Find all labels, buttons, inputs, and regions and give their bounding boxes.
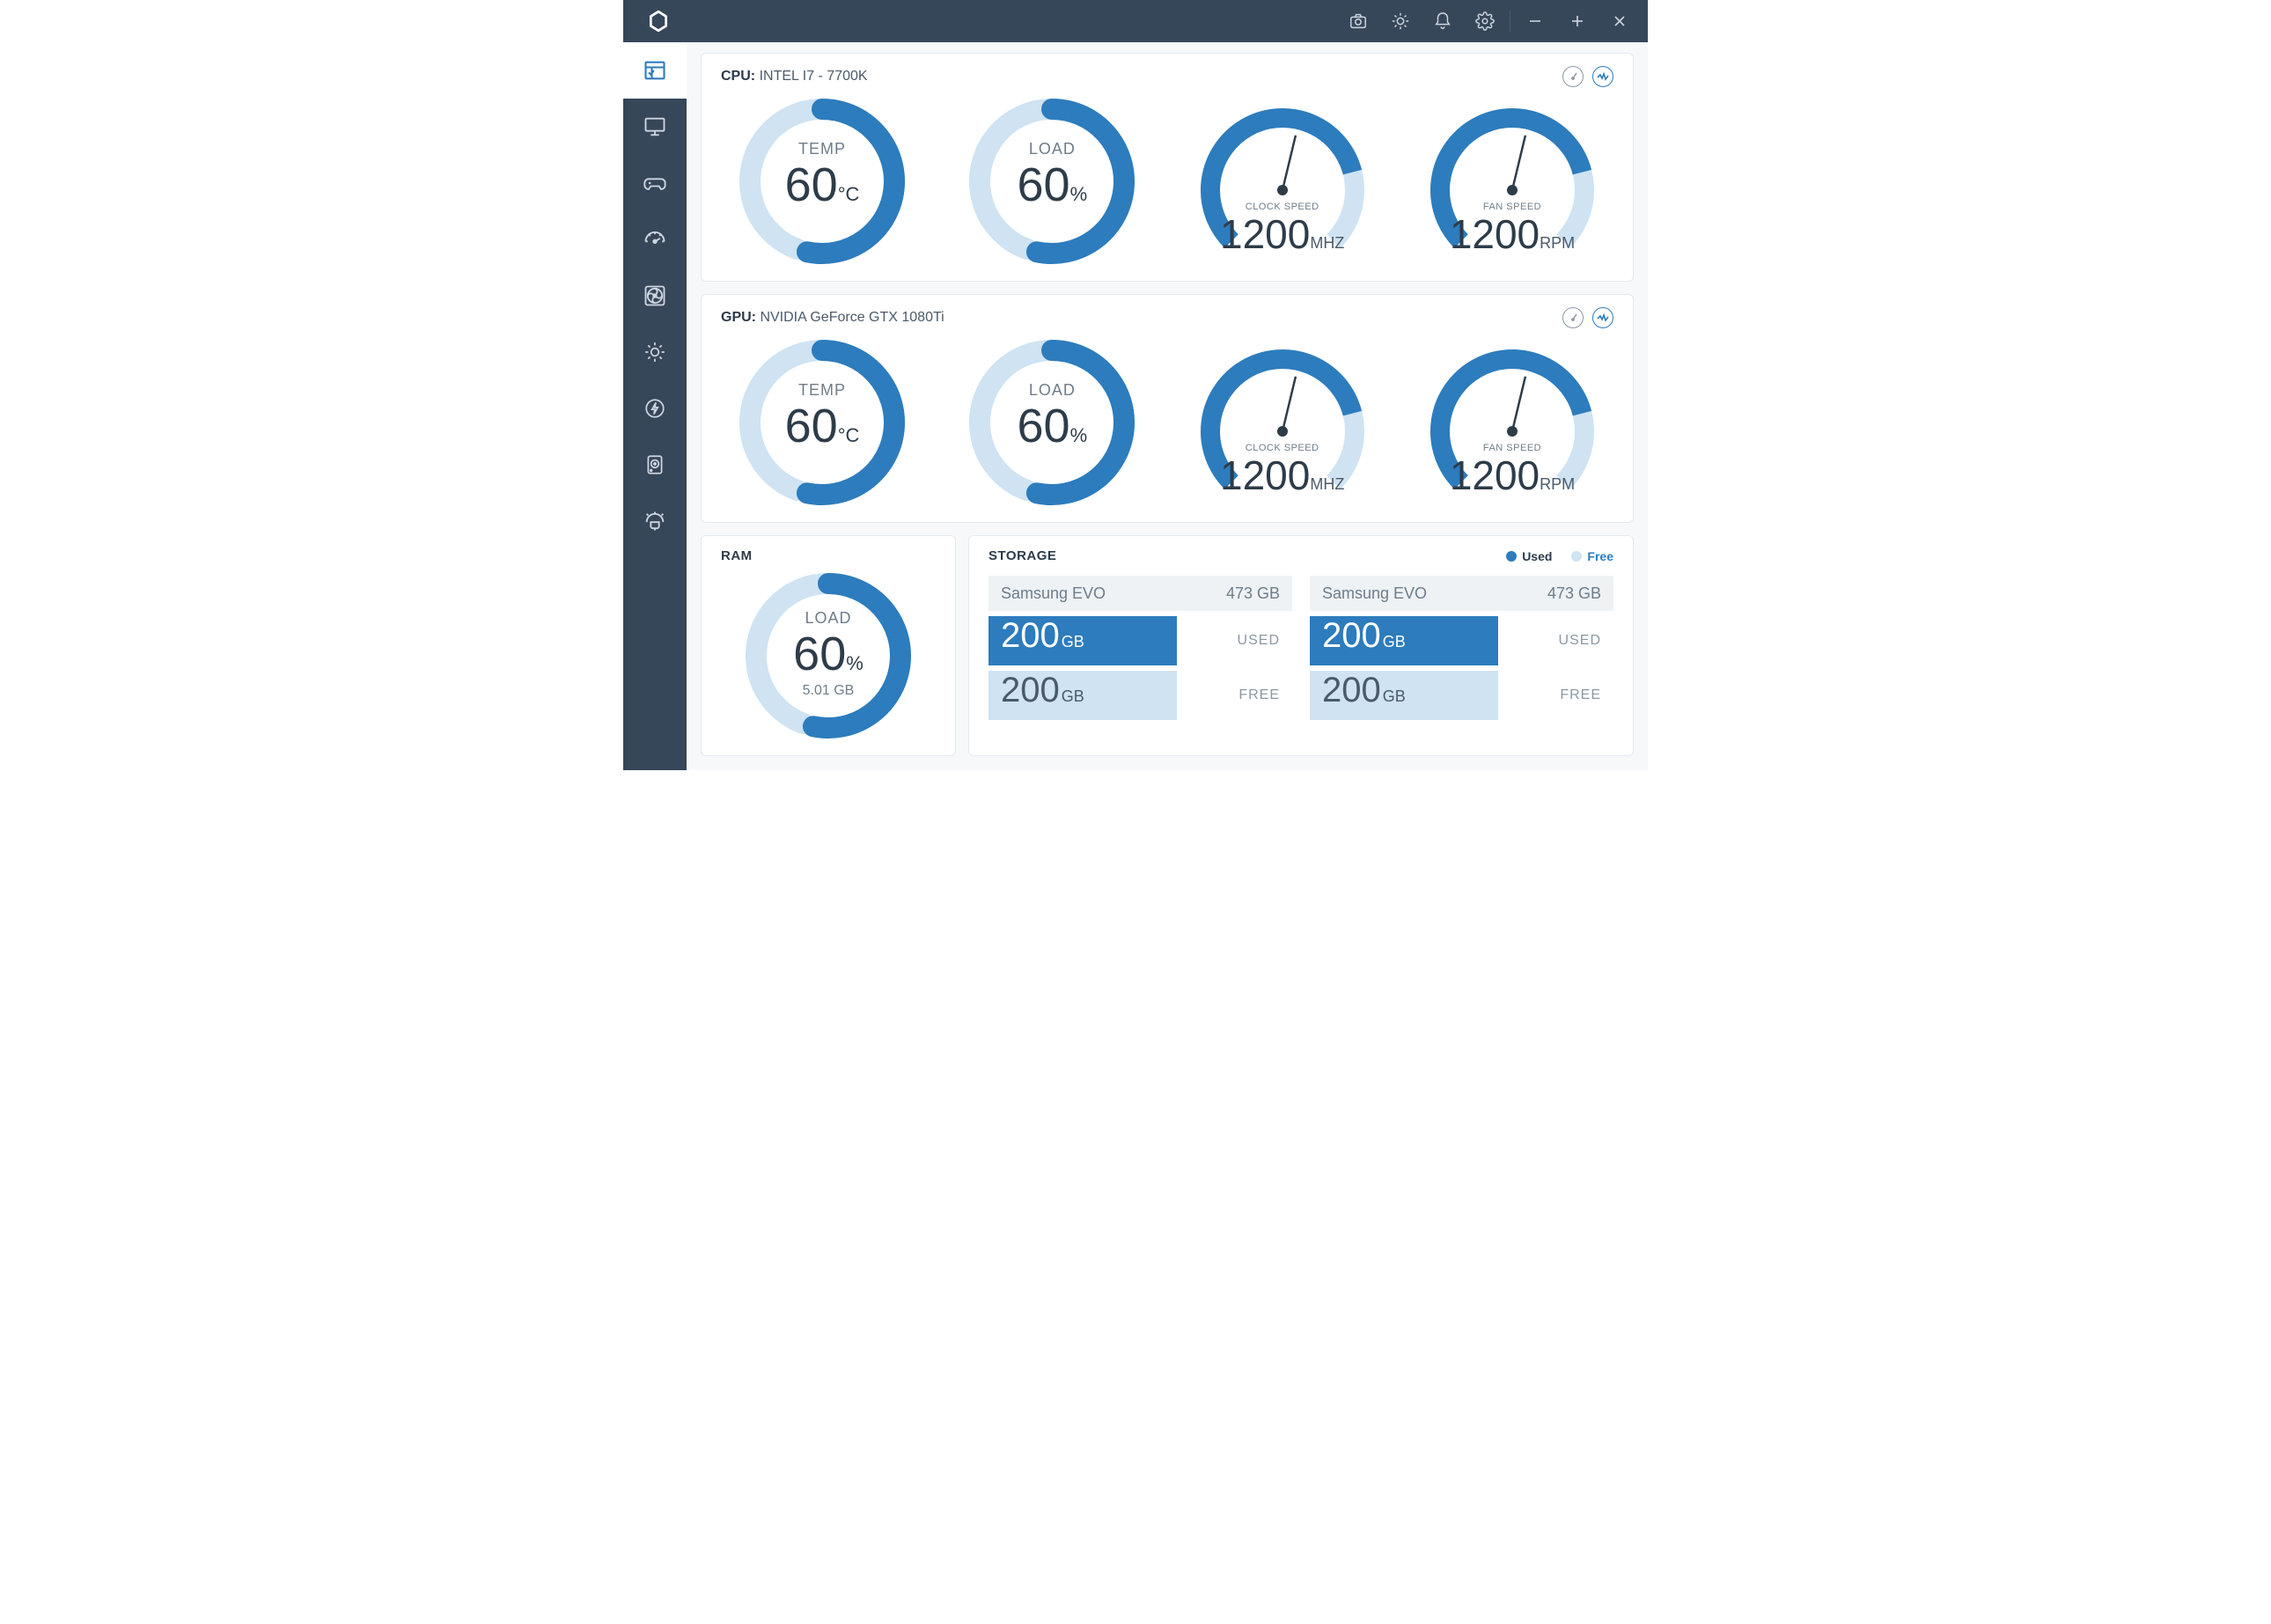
sidebar-item-fans[interactable] [623, 268, 687, 324]
cpu-graph-mode-icon[interactable] [1592, 66, 1613, 87]
titlebar [623, 0, 1648, 42]
app-window: CPU: INTEL I7 - 7700K TEMP 60°C [623, 0, 1648, 770]
storage-title: STORAGE [989, 548, 1056, 563]
sidebar-item-overclock[interactable] [623, 211, 687, 268]
gpu-load-gauge: LOAD 60% [951, 330, 1153, 515]
gpu-temp-gauge: TEMP 60°C [721, 330, 923, 515]
cpu-title: CPU: INTEL I7 - 7700K [721, 69, 868, 85]
ram-load-gauge: LOAD 60% 5.01 GB [727, 563, 930, 748]
cpu-clock-gauge: CLOCK SPEED 1200MHZ [1181, 89, 1384, 274]
ram-used-text: 5.01 GB [727, 683, 930, 699]
ram-panel: RAM LOAD 60% 5.01 GB [701, 535, 956, 756]
gpu-graph-mode-icon[interactable] [1592, 307, 1613, 328]
cpu-temp-gauge: TEMP 60°C [721, 89, 923, 274]
sidebar-item-storage[interactable] [623, 437, 687, 493]
drive-total: 473 GB [1226, 584, 1280, 603]
gpu-panel: GPU: NVIDIA GeForce GTX 1080Ti TEMP 60°C [701, 294, 1634, 523]
storage-drive-0: Samsung EVO 473 GB 200GB USED 200GB FREE [989, 576, 1292, 720]
gpu-fan-gauge: FAN SPEED 1200RPM [1411, 330, 1613, 515]
app-logo-icon [630, 10, 687, 33]
drive-name: Samsung EVO [1322, 584, 1427, 603]
storage-legend: Used Free [1506, 549, 1613, 563]
gpu-clock-gauge: CLOCK SPEED 1200MHZ [1181, 330, 1384, 515]
settings-icon[interactable] [1464, 0, 1506, 42]
maximize-button[interactable] [1556, 0, 1599, 42]
storage-drive-1: Samsung EVO 473 GB 200GB USED 200GB FREE [1310, 576, 1613, 720]
sidebar-item-lighting[interactable] [623, 324, 687, 380]
sidebar-item-system[interactable] [623, 99, 687, 155]
sidebar-item-gaming[interactable] [623, 155, 687, 211]
sidebar [623, 42, 687, 770]
gpu-title: GPU: NVIDIA GeForce GTX 1080Ti [721, 310, 944, 326]
screenshot-icon[interactable] [1337, 0, 1379, 42]
notifications-icon[interactable] [1422, 0, 1464, 42]
ram-title: RAM [721, 548, 936, 563]
sidebar-item-dashboard[interactable] [623, 42, 687, 99]
body: CPU: INTEL I7 - 7700K TEMP 60°C [623, 42, 1648, 770]
content-area: CPU: INTEL I7 - 7700K TEMP 60°C [687, 42, 1648, 770]
bottom-row: RAM LOAD 60% 5.01 GB STORAGE Used Free [701, 535, 1634, 756]
drive-total: 473 GB [1547, 584, 1601, 603]
minimize-button[interactable] [1514, 0, 1556, 42]
sidebar-item-power[interactable] [623, 380, 687, 437]
cpu-panel: CPU: INTEL I7 - 7700K TEMP 60°C [701, 53, 1634, 282]
close-button[interactable] [1599, 0, 1641, 42]
cpu-fan-gauge: FAN SPEED 1200RPM [1411, 89, 1613, 274]
storage-panel: STORAGE Used Free Samsung EVO 473 [968, 535, 1634, 756]
drive-name: Samsung EVO [1001, 584, 1106, 603]
cpu-load-gauge: LOAD 60% [951, 89, 1153, 274]
cpu-gauge-mode-icon[interactable] [1562, 66, 1584, 87]
brightness-icon[interactable] [1379, 0, 1422, 42]
sidebar-item-alerts[interactable] [623, 493, 687, 549]
gpu-gauge-mode-icon[interactable] [1562, 307, 1584, 328]
